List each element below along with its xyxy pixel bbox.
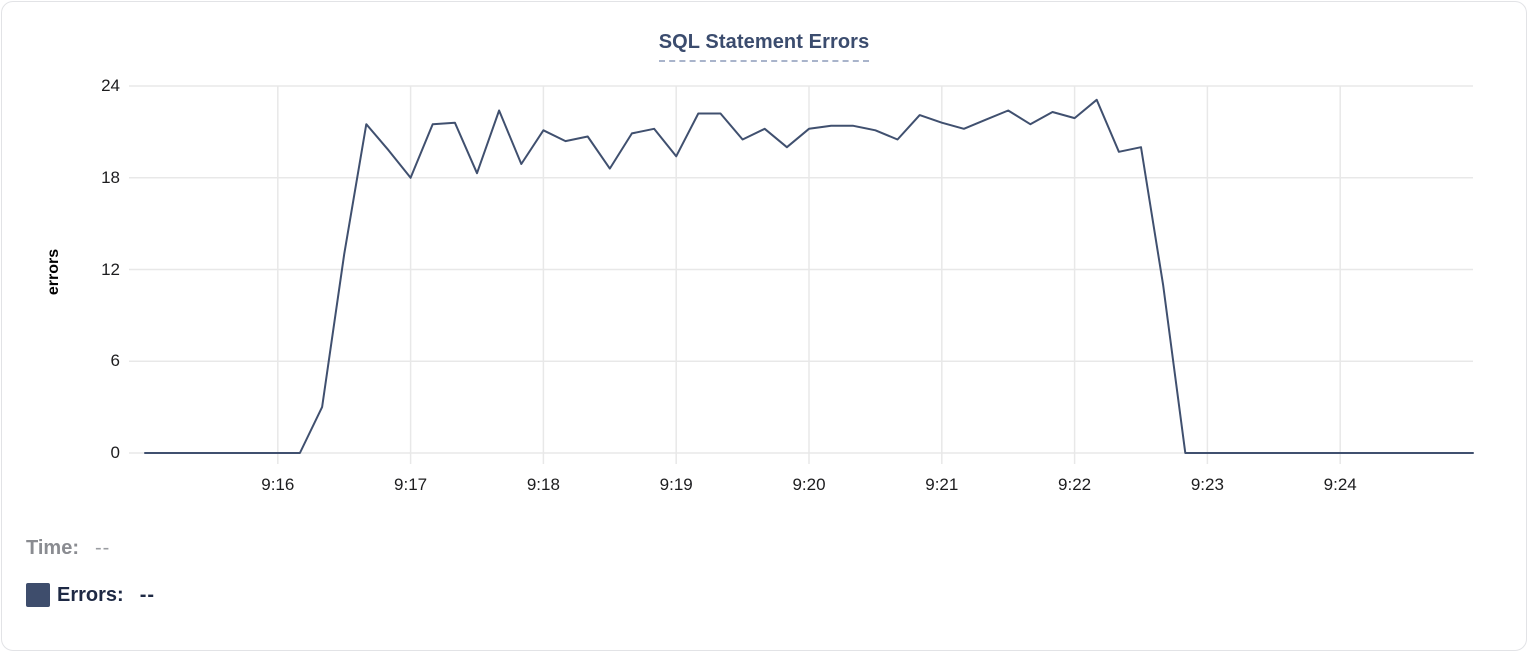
x-tick-label: 9:22 xyxy=(1058,475,1092,494)
tooltip-errors-label: Errors: xyxy=(57,583,124,606)
x-tick-label: 9:24 xyxy=(1323,475,1357,494)
x-tick-label: 9:18 xyxy=(526,475,560,494)
chart-title[interactable]: SQL Statement Errors xyxy=(658,31,870,62)
x-tick-label: 9:17 xyxy=(394,475,428,494)
y-tick-label: 12 xyxy=(101,259,120,279)
y-tick-label: 0 xyxy=(110,443,120,462)
x-tick-label: 9:21 xyxy=(925,475,959,494)
tooltip-time-row: Time: -- xyxy=(26,535,155,561)
tooltip-readout: Time: -- Errors: -- xyxy=(26,535,155,629)
tooltip-time-label: Time: xyxy=(26,536,79,559)
y-tick-label: 18 xyxy=(101,167,120,187)
x-tick-label: 9:16 xyxy=(261,475,295,494)
chart-header: SQL Statement Errors xyxy=(2,31,1526,62)
errors-series-line xyxy=(144,98,1474,454)
tooltip-time-value: -- xyxy=(94,536,111,559)
y-tick-label: 24 xyxy=(101,76,120,95)
x-tick-label: 9:19 xyxy=(659,475,693,494)
tooltip-errors-value: -- xyxy=(139,583,156,606)
x-tick-label: 9:23 xyxy=(1190,475,1224,494)
errors-series-swatch xyxy=(26,583,50,607)
tooltip-errors-row: Errors: -- xyxy=(26,582,155,608)
y-tick-label: 6 xyxy=(110,351,120,371)
x-tick-label: 9:20 xyxy=(792,475,826,494)
